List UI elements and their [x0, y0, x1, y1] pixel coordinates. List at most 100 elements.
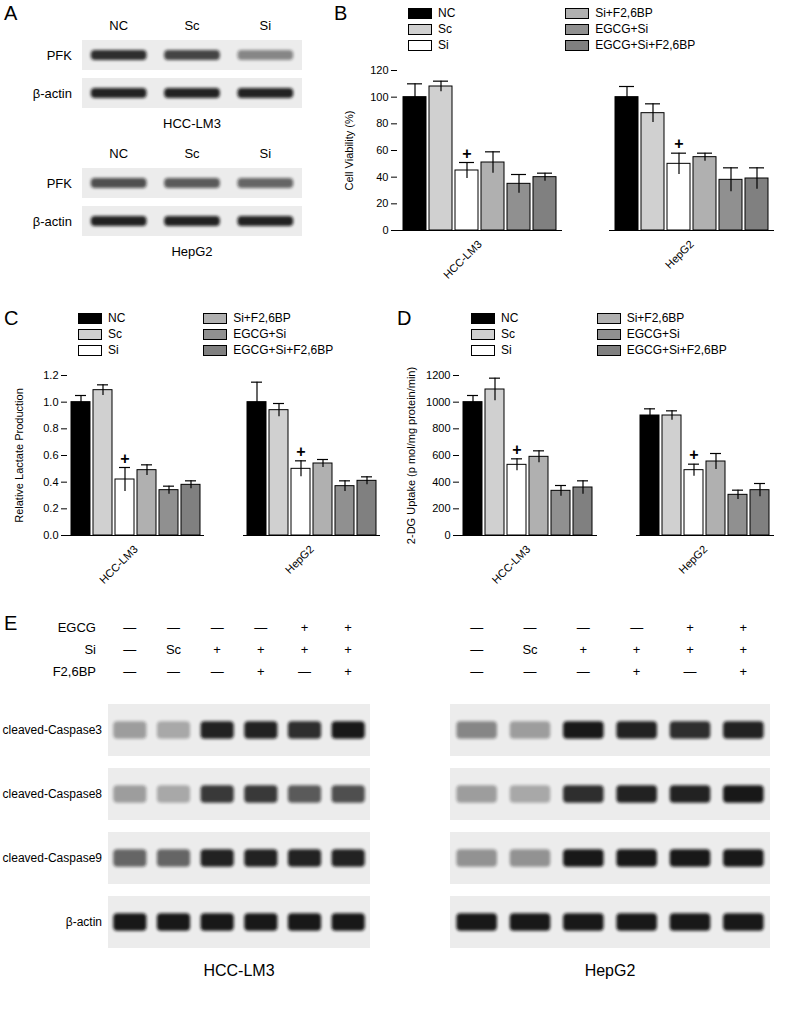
svg-text:0.2: 0.2 — [43, 502, 58, 514]
html-text:D: D — [397, 307, 412, 329]
svg-text:+: + — [344, 664, 352, 679]
svg-text:—: — — [211, 664, 224, 679]
svg-text:—: — — [470, 664, 483, 679]
svg-text:1.2: 1.2 — [43, 369, 58, 381]
svg-text:0: 0 — [382, 224, 388, 236]
svg-text:—: — — [123, 664, 136, 679]
svg-text:+: + — [344, 642, 352, 657]
svg-text:HCC-LM3: HCC-LM3 — [489, 543, 532, 586]
svg-text:0.0: 0.0 — [43, 529, 58, 541]
svg-text:0.4: 0.4 — [43, 476, 58, 488]
svg-text:—: — — [254, 620, 267, 635]
svg-text:Sc: Sc — [184, 18, 200, 33]
svg-text:β-actin: β-actin — [66, 915, 102, 929]
svg-text:200: 200 — [432, 502, 450, 514]
html-text:NC: NC — [438, 6, 456, 20]
svg-text:+: + — [686, 620, 694, 635]
svg-text:—: — — [123, 642, 136, 657]
svg-text:+: + — [689, 446, 698, 463]
svg-text:+: + — [674, 135, 683, 152]
svg-text:cleaved-Caspase8: cleaved-Caspase8 — [3, 787, 103, 801]
svg-text:HepG2: HepG2 — [585, 962, 636, 979]
svg-text:40: 40 — [376, 171, 388, 183]
svg-text:0: 0 — [444, 529, 450, 541]
svg-text:—: — — [470, 620, 483, 635]
svg-text:NC: NC — [109, 146, 128, 161]
svg-text:+: + — [120, 450, 129, 467]
svg-text:1.0: 1.0 — [43, 396, 58, 408]
svg-text:β-actin: β-actin — [33, 214, 72, 229]
svg-text:+: + — [512, 441, 521, 458]
svg-text:cleaved-Caspase3: cleaved-Caspase3 — [3, 723, 103, 737]
svg-text:—: — — [684, 664, 697, 679]
svg-text:cleaved-Caspase9: cleaved-Caspase9 — [3, 851, 103, 865]
svg-text:+: + — [462, 145, 471, 162]
svg-text:—: — — [524, 664, 537, 679]
svg-text:Si: Si — [84, 642, 96, 657]
svg-text:+: + — [740, 664, 748, 679]
svg-text:—: — — [524, 620, 537, 635]
svg-text:NC: NC — [109, 18, 128, 33]
svg-text:0.6: 0.6 — [43, 449, 58, 461]
svg-text:Sc: Sc — [522, 642, 538, 657]
svg-text:—: — — [167, 664, 180, 679]
svg-text:HepG2: HepG2 — [283, 543, 316, 576]
svg-text:+: + — [740, 642, 748, 657]
svg-text:+: + — [740, 620, 748, 635]
svg-text:Si: Si — [260, 18, 272, 33]
svg-text:HepG2: HepG2 — [663, 238, 696, 271]
svg-text:—: — — [630, 620, 643, 635]
svg-text:100: 100 — [370, 91, 388, 103]
svg-text:Si: Si — [260, 146, 272, 161]
svg-text:—: — — [577, 664, 590, 679]
html-text:Si+F2,6BP: Si+F2,6BP — [595, 6, 653, 20]
svg-text:HCC-LM3: HCC-LM3 — [441, 238, 484, 281]
svg-text:20: 20 — [376, 197, 388, 209]
svg-text:60: 60 — [376, 144, 388, 156]
svg-text:Sc: Sc — [166, 642, 182, 657]
svg-text:2-DG Uptake (p mol/mg protein/: 2-DG Uptake (p mol/mg protein/min) — [405, 367, 417, 544]
svg-text:EGCG: EGCG — [58, 620, 96, 635]
svg-text:120: 120 — [370, 64, 388, 76]
svg-text:—: — — [211, 620, 224, 635]
svg-text:+: + — [301, 642, 309, 657]
html-text:Sc: Sc — [438, 22, 452, 36]
svg-text:HepG2: HepG2 — [171, 244, 212, 259]
svg-text:1000: 1000 — [426, 396, 450, 408]
svg-text:Cell Viability (%): Cell Viability (%) — [343, 111, 355, 191]
svg-text:80: 80 — [376, 117, 388, 129]
svg-text:—: — — [470, 642, 483, 657]
svg-text:—: — — [577, 620, 590, 635]
svg-text:—: — — [167, 620, 180, 635]
svg-text:PFK: PFK — [47, 48, 73, 63]
svg-text:+: + — [257, 642, 265, 657]
svg-text:+: + — [296, 443, 305, 460]
svg-text:HepG2: HepG2 — [676, 543, 709, 576]
svg-text:800: 800 — [432, 422, 450, 434]
svg-text:—: — — [123, 620, 136, 635]
html-text:C: C — [4, 307, 19, 329]
svg-text:+: + — [301, 620, 309, 635]
svg-text:1200: 1200 — [426, 369, 450, 381]
svg-text:0.8: 0.8 — [43, 422, 58, 434]
svg-text:400: 400 — [432, 476, 450, 488]
html-text:A: A — [4, 2, 18, 24]
svg-text:β-actin: β-actin — [33, 86, 72, 101]
svg-text:+: + — [257, 664, 265, 679]
svg-text:HCC-LM3: HCC-LM3 — [97, 543, 140, 586]
svg-text:—: — — [298, 664, 311, 679]
svg-text:HCC-LM3: HCC-LM3 — [203, 962, 274, 979]
svg-text:HCC-LM3: HCC-LM3 — [163, 116, 221, 131]
svg-text:F2,6BP: F2,6BP — [53, 664, 96, 679]
svg-text:+: + — [633, 642, 641, 657]
svg-text:+: + — [686, 642, 694, 657]
svg-text:+: + — [580, 642, 588, 657]
svg-text:Sc: Sc — [184, 146, 200, 161]
svg-text:+: + — [344, 620, 352, 635]
svg-text:Relative Lactate Production: Relative Lactate Production — [13, 388, 25, 523]
svg-text:+: + — [213, 642, 221, 657]
svg-text:600: 600 — [432, 449, 450, 461]
svg-text:+: + — [633, 664, 641, 679]
svg-text:PFK: PFK — [47, 176, 73, 191]
html-text:EGCG+Si: EGCG+Si — [595, 22, 649, 36]
